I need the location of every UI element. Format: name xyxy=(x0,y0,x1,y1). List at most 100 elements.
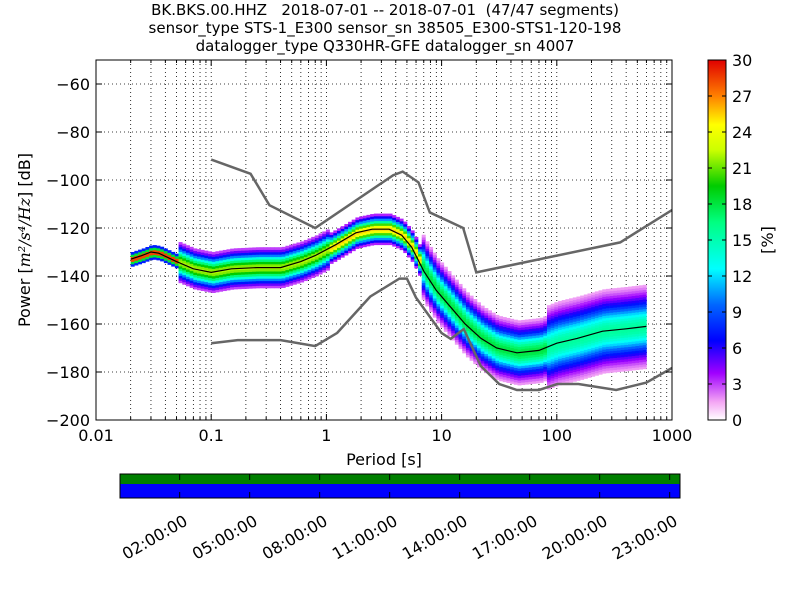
histogram-cell xyxy=(329,234,334,238)
histogram-cell xyxy=(642,323,647,326)
histogram-cell xyxy=(550,370,555,374)
histogram-cell xyxy=(513,341,518,344)
histogram-cell xyxy=(569,331,574,335)
histogram-cell xyxy=(554,321,559,325)
histogram-cell xyxy=(587,355,592,359)
histogram-cell xyxy=(222,273,227,277)
histogram-cell xyxy=(200,285,205,289)
histogram-cell xyxy=(285,260,290,263)
histogram-cell xyxy=(580,369,585,373)
histogram-cell xyxy=(211,287,216,291)
histogram-cell xyxy=(624,294,629,297)
histogram-cell xyxy=(491,370,496,373)
histogram-cell xyxy=(609,343,614,347)
histogram-cell xyxy=(506,317,511,321)
histogram-cell xyxy=(554,326,559,329)
histogram-cell xyxy=(543,345,548,348)
histogram-cell xyxy=(381,242,386,246)
histogram-cell xyxy=(355,246,360,249)
histogram-cell xyxy=(222,259,227,263)
histogram-cell xyxy=(594,324,599,328)
histogram-cell xyxy=(513,334,518,337)
histogram-cell xyxy=(631,353,636,357)
histogram-cell xyxy=(616,345,621,349)
histogram-cell xyxy=(307,248,312,251)
histogram-cell xyxy=(558,324,563,328)
histogram-cell xyxy=(480,320,485,323)
histogram-cell xyxy=(561,364,566,368)
histogram-cell xyxy=(613,321,618,325)
histogram-cell xyxy=(359,235,364,239)
histogram-cell xyxy=(163,250,168,254)
histogram-cell xyxy=(377,232,382,236)
histogram-cell xyxy=(576,306,581,309)
histogram-cell xyxy=(410,230,415,234)
histogram-cell xyxy=(429,246,434,250)
histogram-cell xyxy=(185,276,190,280)
histogram-cell xyxy=(642,294,647,298)
histogram-cell xyxy=(591,333,596,336)
histogram-cell xyxy=(465,311,470,315)
histogram-cell xyxy=(635,340,640,344)
histogram-cell xyxy=(591,374,596,377)
histogram-cell xyxy=(569,346,574,349)
histogram-cell xyxy=(469,355,474,359)
histogram-cell xyxy=(392,224,397,228)
histogram-cell xyxy=(366,219,371,223)
histogram-cell xyxy=(561,328,566,332)
histogram-cell xyxy=(362,232,367,236)
histogram-cell xyxy=(628,348,633,352)
histogram-cell xyxy=(484,336,489,340)
histogram-cell xyxy=(491,360,496,364)
histogram-cell xyxy=(237,281,242,285)
histogram-cell xyxy=(561,321,566,325)
histogram-cell xyxy=(462,309,467,313)
histogram-cell xyxy=(480,317,485,321)
histogram-cell xyxy=(476,355,481,358)
histogram-cell xyxy=(182,260,187,264)
histogram-cell xyxy=(491,348,496,352)
histogram-cell xyxy=(620,311,625,315)
histogram-cell xyxy=(591,306,596,310)
histogram-cell xyxy=(521,324,526,328)
histogram-cell xyxy=(572,357,577,361)
histogram-cell xyxy=(532,330,537,334)
histogram-cell xyxy=(639,359,644,363)
histogram-cell xyxy=(572,328,577,332)
histogram-cell xyxy=(561,357,566,361)
histogram-cell xyxy=(524,374,529,378)
histogram-cell xyxy=(432,269,437,273)
histogram-cell xyxy=(432,300,437,304)
histogram-cell xyxy=(314,237,319,241)
histogram-cell xyxy=(546,326,551,330)
histogram-cell xyxy=(410,251,415,255)
histogram-cell xyxy=(594,341,599,345)
histogram-cell xyxy=(484,322,489,326)
histogram-cell xyxy=(605,346,610,350)
histogram-cell xyxy=(528,345,533,349)
histogram-cell xyxy=(395,224,400,227)
histogram-cell xyxy=(569,348,574,352)
histogram-cell xyxy=(561,302,566,306)
histogram-cell xyxy=(406,228,411,232)
histogram-cell xyxy=(602,296,607,300)
histogram-cell xyxy=(208,258,213,262)
histogram-cell xyxy=(429,266,434,269)
histogram-cell xyxy=(473,313,478,317)
histogram-cell xyxy=(344,226,349,230)
histogram-cell xyxy=(580,345,585,349)
histogram-cell xyxy=(572,309,577,313)
histogram-cell xyxy=(292,262,297,266)
histogram-cell xyxy=(587,329,592,333)
histogram-cell xyxy=(532,352,537,356)
histogram-cell xyxy=(598,326,603,330)
time-bar-frame xyxy=(119,473,681,499)
histogram-cell xyxy=(414,244,419,247)
histogram-cell xyxy=(642,364,647,367)
histogram-cell xyxy=(418,261,423,264)
histogram-cell xyxy=(418,256,423,259)
histogram-cell xyxy=(572,359,577,363)
histogram-cell xyxy=(639,306,644,310)
histogram-cell xyxy=(635,319,640,323)
histogram-cell xyxy=(628,310,633,314)
